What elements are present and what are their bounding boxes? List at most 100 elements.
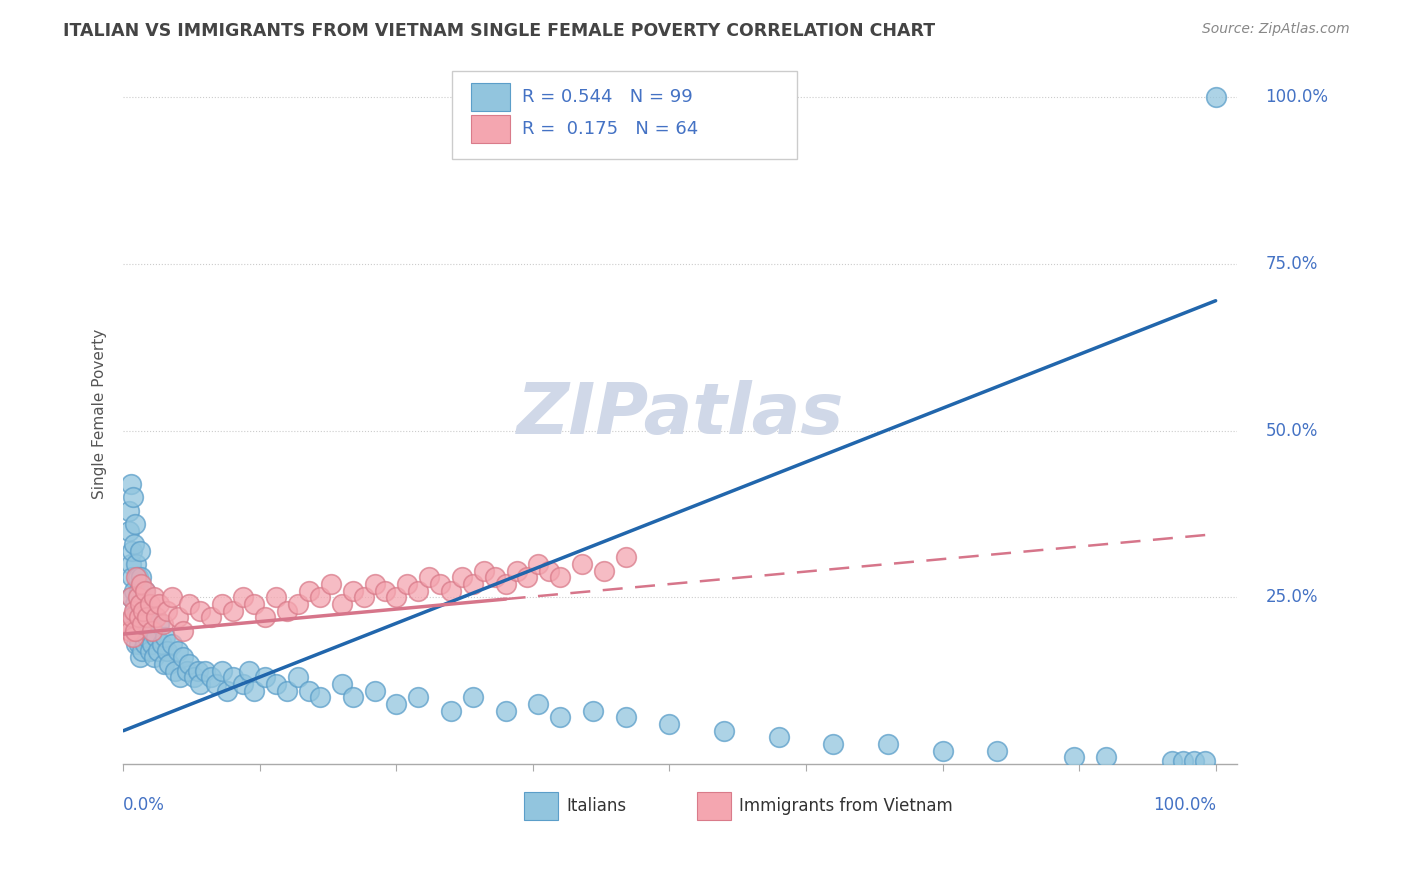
Point xyxy=(136,631,159,645)
Point xyxy=(254,610,277,624)
FancyBboxPatch shape xyxy=(451,71,797,159)
Point xyxy=(167,610,190,624)
Point xyxy=(139,617,162,632)
Point xyxy=(131,617,153,632)
Point xyxy=(162,591,184,605)
Point xyxy=(141,624,163,638)
Point xyxy=(238,664,260,678)
Point xyxy=(931,744,953,758)
Point xyxy=(516,570,538,584)
Point xyxy=(148,597,170,611)
Point xyxy=(309,591,332,605)
Bar xyxy=(471,83,510,111)
Text: R =  0.175   N = 64: R = 0.175 N = 64 xyxy=(522,120,699,138)
Point xyxy=(188,677,211,691)
Point xyxy=(128,583,150,598)
Text: Immigrants from Vietnam: Immigrants from Vietnam xyxy=(740,797,953,815)
Text: ITALIAN VS IMMIGRANTS FROM VIETNAM SINGLE FEMALE POVERTY CORRELATION CHART: ITALIAN VS IMMIGRANTS FROM VIETNAM SINGL… xyxy=(63,22,935,40)
Point xyxy=(309,690,332,705)
Bar xyxy=(697,792,731,820)
Point xyxy=(374,583,396,598)
Point xyxy=(298,683,321,698)
Bar xyxy=(524,792,558,820)
Point xyxy=(128,597,150,611)
Point xyxy=(548,570,571,584)
Point xyxy=(129,624,152,638)
Point xyxy=(986,744,1008,758)
Point xyxy=(440,704,463,718)
Point xyxy=(138,644,160,658)
Point xyxy=(172,650,194,665)
Point xyxy=(823,737,845,751)
Point xyxy=(406,690,429,705)
Point xyxy=(188,604,211,618)
Point xyxy=(363,577,385,591)
Point xyxy=(298,583,321,598)
Point xyxy=(232,677,254,691)
Point xyxy=(406,583,429,598)
Point xyxy=(254,670,277,684)
Point xyxy=(1194,754,1216,768)
Point xyxy=(127,624,149,638)
Point xyxy=(217,683,239,698)
Point xyxy=(461,690,484,705)
Point xyxy=(176,664,198,678)
Point xyxy=(495,577,517,591)
Point xyxy=(1171,754,1194,768)
Text: 25.0%: 25.0% xyxy=(1265,589,1317,607)
Point xyxy=(429,577,451,591)
Point xyxy=(120,591,142,605)
Point xyxy=(330,677,353,691)
Point xyxy=(1063,750,1085,764)
Point xyxy=(148,644,170,658)
Point xyxy=(232,591,254,605)
Point xyxy=(221,604,243,618)
Point xyxy=(183,670,205,684)
Point xyxy=(138,597,160,611)
Point xyxy=(342,690,364,705)
Point xyxy=(548,710,571,724)
Point xyxy=(127,570,149,584)
Point xyxy=(128,650,150,665)
Point xyxy=(122,610,145,624)
Point xyxy=(363,683,385,698)
Point xyxy=(162,637,184,651)
Point xyxy=(145,610,167,624)
Point xyxy=(614,710,637,724)
Point xyxy=(129,570,152,584)
Point xyxy=(118,504,141,518)
Point xyxy=(614,550,637,565)
Point xyxy=(167,644,190,658)
Point xyxy=(211,597,233,611)
Point xyxy=(276,604,298,618)
Point xyxy=(276,683,298,698)
Point xyxy=(152,657,174,671)
Point xyxy=(142,624,165,638)
Point xyxy=(385,591,408,605)
Point xyxy=(451,570,474,584)
Point xyxy=(472,564,495,578)
Point xyxy=(396,577,419,591)
Point xyxy=(120,591,142,605)
Text: 0.0%: 0.0% xyxy=(124,796,165,814)
Point xyxy=(1182,754,1205,768)
Y-axis label: Single Female Poverty: Single Female Poverty xyxy=(93,329,107,500)
Point xyxy=(132,631,155,645)
Point xyxy=(243,683,266,698)
Point xyxy=(121,570,143,584)
Point xyxy=(177,597,200,611)
Point xyxy=(538,564,561,578)
Point xyxy=(122,583,145,598)
Point xyxy=(353,591,375,605)
Point xyxy=(128,610,150,624)
Point xyxy=(125,610,148,624)
Point xyxy=(118,624,141,638)
Point xyxy=(124,597,146,611)
Point xyxy=(571,557,593,571)
Point xyxy=(150,637,173,651)
Point xyxy=(122,624,145,638)
Point xyxy=(138,624,160,638)
Point xyxy=(128,637,150,651)
Point xyxy=(121,543,143,558)
Point xyxy=(177,657,200,671)
